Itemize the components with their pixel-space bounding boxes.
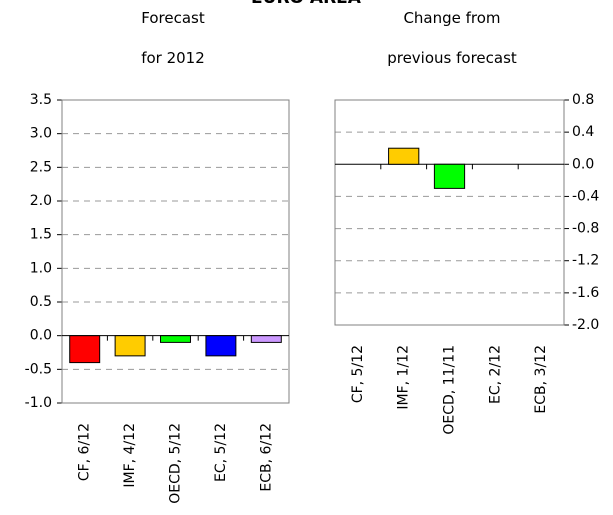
panel-title-line: Forecast: [141, 9, 205, 27]
plot-area: [61, 99, 290, 404]
category-label: EC, 5/12: [213, 423, 229, 482]
category-label: CF, 5/12: [350, 345, 366, 403]
y-tick-label: 0.5: [30, 294, 52, 310]
chart-title: EURO AREA: [251, 0, 362, 8]
bar-cf: [69, 335, 101, 364]
category-label: CF, 6/12: [77, 423, 93, 481]
forecast-panel: Forecast for 2012 3.5 3.0 2.5 2.0 1.5 1.0 0.5 0.0…: [25, 9, 290, 504]
plot-area: [334, 99, 565, 326]
y-tick-label: 3.5: [30, 92, 52, 108]
category-label: EC, 2/12: [487, 345, 503, 404]
bar-imf: [114, 335, 146, 357]
y-tick-label: -1.2: [572, 253, 599, 269]
bar-ecb: [250, 335, 282, 343]
y-tick-label: 0.4: [572, 124, 594, 140]
y-tick-label: 0.8: [572, 92, 594, 108]
category-label: OECD, 11/11: [442, 345, 458, 435]
y-tick-label: 2.5: [30, 159, 52, 175]
y-tick-label: -0.8: [572, 221, 599, 237]
y-tick-label: 2.0: [30, 193, 52, 209]
y-tick-label: -1.6: [572, 285, 599, 301]
y-tick-label: 3.0: [30, 126, 52, 142]
panel-title-line: previous forecast: [387, 49, 517, 67]
y-tick-label: 1.5: [30, 227, 52, 243]
bar-ec: [205, 335, 237, 357]
bar-imf: [388, 147, 420, 165]
bar-oecd: [160, 335, 191, 343]
y-tick-label: 1.0: [30, 260, 52, 276]
panel-title-line: Change from: [403, 9, 500, 27]
category-label: IMF, 4/12: [122, 423, 138, 488]
category-label: OECD, 5/12: [168, 423, 184, 504]
bar-oecd: [433, 163, 466, 189]
y-tick-label: 0.0: [30, 328, 52, 344]
category-label: ECB, 3/12: [533, 345, 549, 414]
y-tick-label: -1.0: [25, 395, 52, 411]
panel-title-line: for 2012: [141, 49, 205, 67]
y-tick-label: 0.0: [572, 156, 594, 172]
category-label: IMF, 1/12: [396, 345, 412, 410]
change-panel: Change from previous forecast 0.8 0.4 0.0 -0.…: [334, 9, 599, 435]
category-label: ECB, 6/12: [258, 423, 274, 492]
y-tick-label: -0.5: [25, 361, 52, 377]
y-tick-label: -0.4: [572, 188, 599, 204]
y-tick-label: -2.0: [572, 317, 599, 333]
